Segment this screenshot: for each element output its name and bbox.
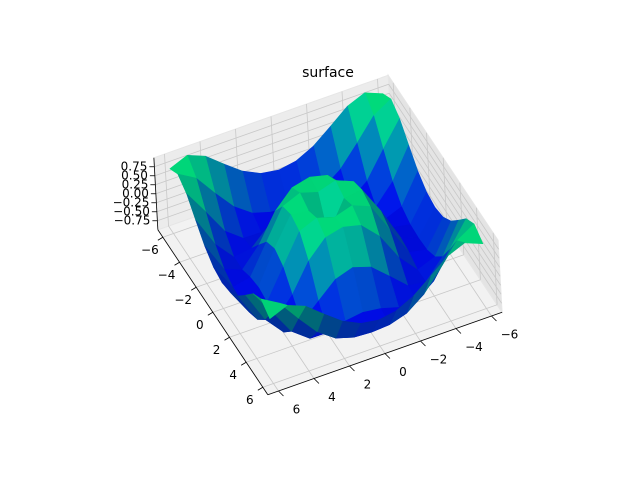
x-tick-label: 6 [293,403,301,417]
y-tick-label: −2 [174,293,192,307]
z-tick-label: −0.75 [114,213,151,227]
x-tick-label: −2 [430,353,448,367]
surface [169,92,484,339]
chart-title: surface [302,65,354,81]
x-tick-label: 4 [328,390,336,404]
z-axis-line [153,157,159,230]
x-tick [455,328,462,334]
y-axis-line [157,229,269,395]
z-tick-label: 0.25 [122,177,149,191]
z-tick-label: −0.50 [113,204,150,218]
surface-patch [260,298,288,320]
y-tick-label: 4 [229,368,237,382]
z-tick-label: 0.50 [121,168,148,182]
y-tick [207,311,214,316]
y-tick-label: −6 [141,243,159,257]
grid-line [154,83,389,168]
z-tick-label: 0.00 [122,186,149,200]
y-tick [224,336,230,341]
x-tick [278,390,284,397]
x-tick-label: −4 [465,340,483,354]
y-tick-label: 0 [196,318,204,332]
x-tick [313,378,320,384]
y-tick-label: 6 [246,393,254,407]
y-tick [257,386,264,391]
x-tick [384,353,391,359]
grid-line [388,93,500,259]
z-tick-label: −0.25 [113,195,150,209]
x-tick [349,365,355,372]
y-tick [157,236,164,241]
x-tick-label: 2 [364,378,372,392]
x-tick-label: −6 [501,328,519,342]
x-axis-line [267,311,503,396]
y-tick [190,286,197,291]
grid-line [389,111,501,277]
grid-line [262,304,498,388]
y-tick-label: −4 [158,268,176,282]
y-tick [240,361,247,366]
x-tick-label: 0 [399,365,407,379]
grid-line [388,84,499,250]
y-tick-label: 2 [213,343,221,357]
x-tick [491,315,497,322]
axes: −6−4−20246−6−4−20246−0.75−0.50−0.250.000… [113,157,519,417]
z-tick-label: 0.75 [121,159,148,173]
x-tick [420,340,426,347]
y-tick [174,261,180,266]
